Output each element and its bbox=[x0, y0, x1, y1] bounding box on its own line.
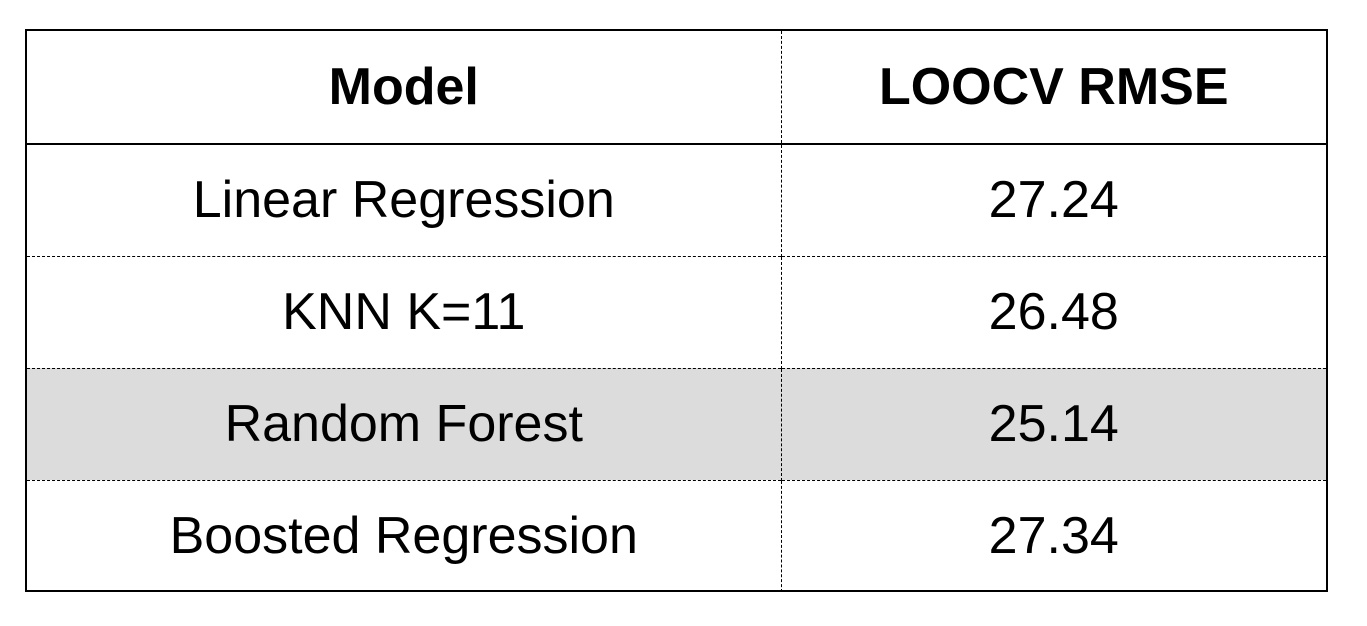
cell-model: Boosted Regression bbox=[27, 479, 782, 592]
table-row: Random Forest 25.14 bbox=[27, 367, 1326, 480]
cell-loocv-rmse: 26.48 bbox=[781, 255, 1326, 368]
cell-loocv-rmse: 25.14 bbox=[781, 367, 1326, 480]
cell-loocv-rmse: 27.34 bbox=[781, 479, 1326, 592]
header-model: Model bbox=[27, 31, 782, 145]
cell-model: KNN K=11 bbox=[27, 255, 782, 368]
results-table-frame: Model LOOCV RMSE Linear Regression 27.24 K… bbox=[25, 29, 1328, 592]
header-row: Model LOOCV RMSE bbox=[27, 31, 1326, 145]
table-row: Boosted Regression 27.34 bbox=[27, 479, 1326, 592]
table-row: KNN K=11 26.48 bbox=[27, 255, 1326, 368]
table-header: Model LOOCV RMSE bbox=[27, 31, 1326, 145]
cell-model: Random Forest bbox=[27, 367, 782, 480]
table-body: Linear Regression 27.24 KNN K=11 26.48 Rando… bbox=[27, 144, 1326, 592]
cell-loocv-rmse: 27.24 bbox=[988, 171, 1119, 230]
table-row: Linear Regression 27.24 bbox=[27, 144, 1326, 256]
header-loocv-rmse: LOOCV RMSE bbox=[781, 31, 1326, 145]
cell-model: Linear Regression bbox=[27, 144, 782, 256]
results-table: Model LOOCV RMSE Linear Regression 27.24 K… bbox=[27, 31, 1326, 592]
